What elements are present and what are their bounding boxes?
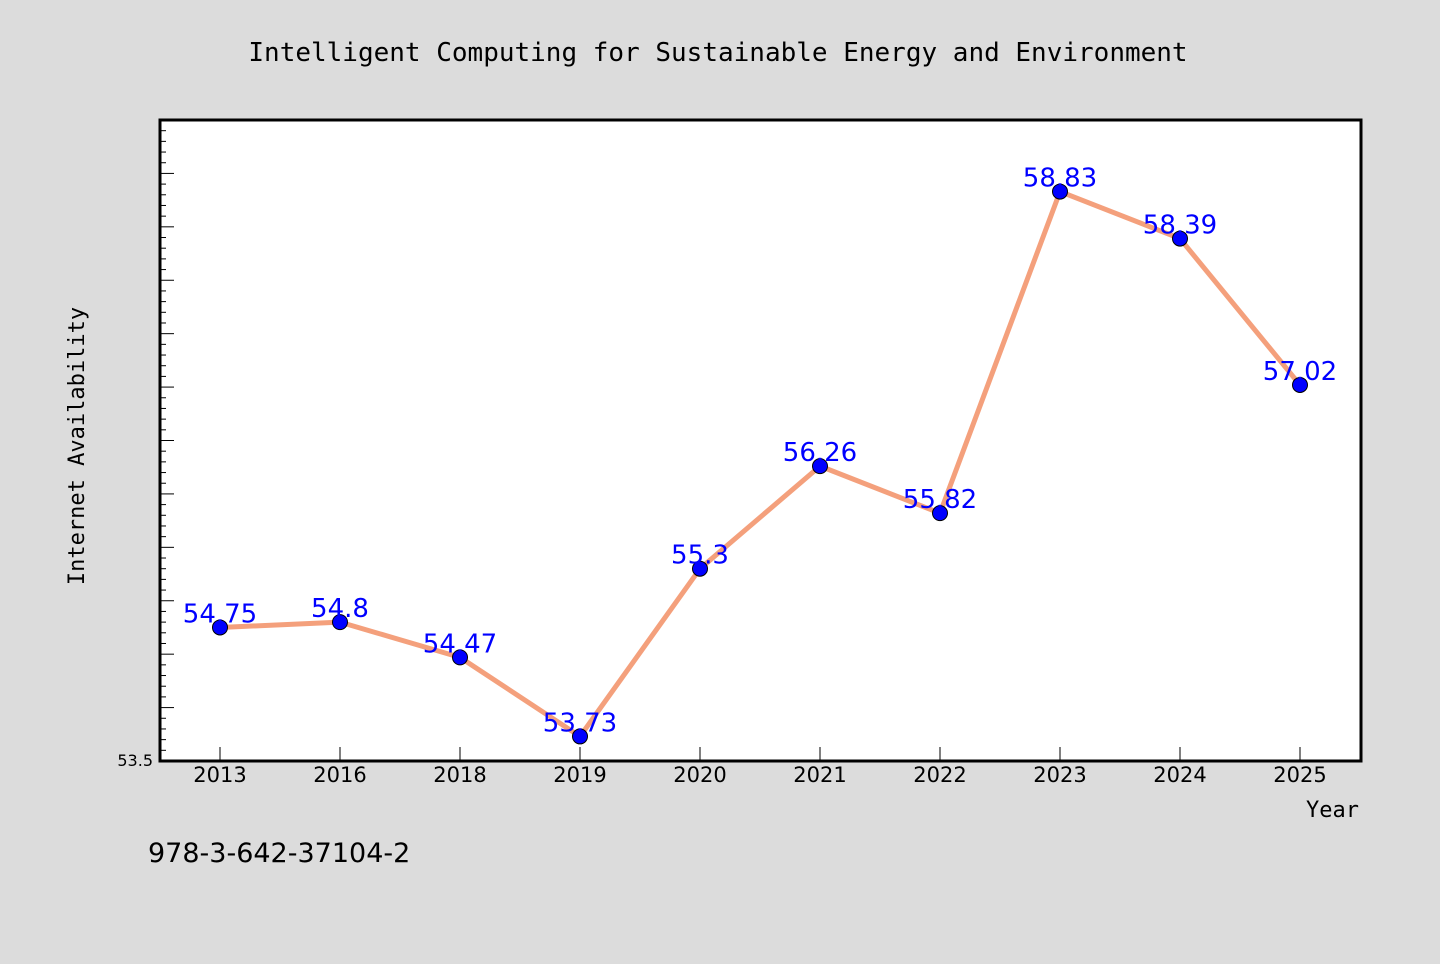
data-point: [452, 649, 468, 666]
data-point: [1052, 183, 1068, 200]
x-tick-label: 2018: [433, 763, 486, 787]
data-label: 54.8: [311, 594, 369, 624]
x-ticks: [219, 747, 1301, 761]
data-labels: 54.75 54.8 54.47 53.73 55.3 56.26 55.82 58.83 58…: [183, 164, 1337, 739]
series-line: [217, 189, 1303, 739]
x-tick-label: 2013: [193, 763, 246, 787]
x-tick-labels: 2013 2016 2018 2019 2020 2021 2022 2023 2024 2025: [193, 763, 1326, 787]
data-point: [812, 458, 828, 475]
x-tick-label: 2021: [793, 763, 846, 787]
x-tick-label: 2024: [1153, 763, 1206, 787]
data-label: 56.26: [783, 438, 857, 468]
x-tick-label: 2016: [313, 763, 366, 787]
data-label: 58.39: [1143, 211, 1217, 241]
x-tick-label: 2025: [1273, 763, 1326, 787]
data-label: 53.73: [543, 708, 617, 738]
x-tick-label: 2020: [673, 763, 726, 787]
data-point: [332, 614, 348, 631]
data-point: [212, 619, 228, 636]
x-tick-label: 2019: [553, 763, 606, 787]
series-layer: [212, 183, 1308, 745]
y-axis-label: Internet Availability: [65, 307, 90, 585]
x-axis-label: Year: [1306, 798, 1359, 823]
data-label: 55.3: [671, 541, 729, 571]
x-tick-label: 2022: [913, 763, 966, 787]
isbn-text: 978-3-642-37104-2: [148, 838, 410, 869]
data-point: [692, 560, 708, 577]
data-label: 57.02: [1263, 357, 1337, 387]
data-label: 55.82: [903, 485, 977, 515]
x-tick-label: 2023: [1033, 763, 1086, 787]
data-point: [932, 505, 948, 522]
chart-title: Intelligent Computing for Sustainable En…: [248, 38, 1187, 68]
data-point: [572, 728, 588, 745]
y-tick-label: 53.5: [117, 751, 153, 770]
data-label: 54.75: [183, 599, 257, 629]
data-label: 58.83: [1023, 164, 1097, 194]
data-point: [1292, 376, 1308, 393]
data-label: 54.47: [423, 629, 497, 659]
data-point: [1172, 230, 1188, 247]
plot-area: [160, 120, 1361, 761]
plot-frame: [158, 118, 1363, 763]
